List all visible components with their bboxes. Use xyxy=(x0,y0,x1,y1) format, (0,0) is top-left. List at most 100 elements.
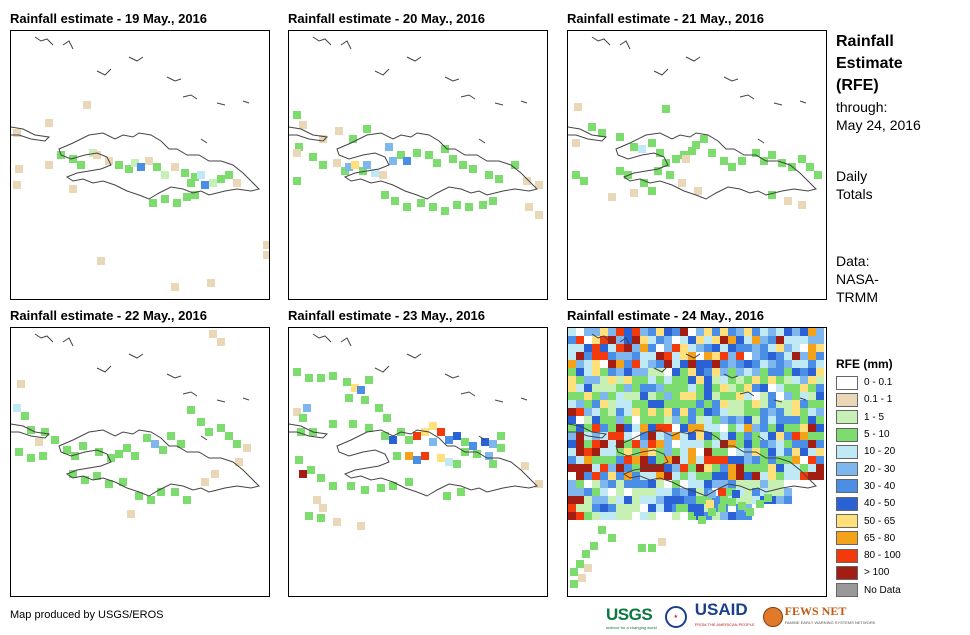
rainfall-cell xyxy=(648,328,656,336)
daily-totals-line: Daily xyxy=(836,168,868,184)
rainfall-cell xyxy=(760,448,768,456)
through-date: through: May 24, 2016 xyxy=(836,98,921,134)
coastline xyxy=(374,365,390,373)
rainfall-cell xyxy=(752,464,760,472)
rainfall-cell xyxy=(776,472,784,480)
rainfall-cell xyxy=(343,378,351,386)
rainfall-cell xyxy=(680,400,688,408)
rainfall-cell xyxy=(808,392,816,400)
rainfall-cell xyxy=(425,151,433,159)
rainfall-cell xyxy=(600,424,608,432)
rainfall-cell xyxy=(728,472,736,480)
rainfall-cell xyxy=(792,456,800,464)
rainfall-cell xyxy=(808,352,816,360)
rainfall-cell xyxy=(349,420,357,428)
rainfall-cell xyxy=(816,448,824,456)
rainfall-cell xyxy=(792,376,800,384)
rainfall-map-21-may xyxy=(568,36,822,209)
rainfall-cell xyxy=(712,456,720,464)
rainfall-cell xyxy=(760,352,768,360)
rainfall-cell xyxy=(680,368,688,376)
rainfall-cell xyxy=(453,432,461,440)
rainfall-cell xyxy=(792,328,800,336)
rainfall-cell xyxy=(720,512,728,520)
rainfall-cell xyxy=(752,472,760,480)
rainfall-cell xyxy=(752,384,760,392)
rainfall-cell xyxy=(720,376,728,384)
coastline xyxy=(478,138,486,144)
rainfall-cell xyxy=(319,161,327,169)
rainfall-cell xyxy=(680,432,688,440)
rainfall-cell xyxy=(728,344,736,352)
rainfall-cell xyxy=(680,344,688,352)
rainfall-cell xyxy=(712,440,720,448)
legend-item: 20 - 30 xyxy=(836,460,901,477)
legend-item: > 100 xyxy=(836,564,901,581)
rainfall-cell xyxy=(293,111,301,119)
rainfall-cell xyxy=(792,472,800,480)
rainfall-cell xyxy=(648,416,656,424)
rainfall-cell xyxy=(69,470,77,478)
rainfall-cell xyxy=(768,424,776,432)
rainfall-cell xyxy=(760,456,768,464)
rainfall-cell xyxy=(768,352,776,360)
rainfall-cell xyxy=(688,392,696,400)
rainfall-cell xyxy=(752,344,760,352)
rainfall-cell xyxy=(768,488,776,496)
rainfall-cell xyxy=(225,432,233,440)
rainfall-cell xyxy=(712,448,720,456)
rainfall-cell xyxy=(624,432,632,440)
rainfall-cell xyxy=(592,400,600,408)
rainfall-cell xyxy=(648,488,656,496)
rainfall-cell xyxy=(377,484,385,492)
rainfall-cell xyxy=(704,344,712,352)
rainfall-cell xyxy=(568,336,576,344)
panel-title-21-may: Rainfall estimate - 21 May., 2016 xyxy=(567,11,765,26)
rainfall-cell xyxy=(808,336,816,344)
rainfall-cell xyxy=(640,408,648,416)
rainfall-cell xyxy=(728,336,736,344)
rainfall-cell xyxy=(696,408,704,416)
rainfall-cell xyxy=(698,516,706,524)
rainfall-cell xyxy=(584,440,592,448)
rainfall-cell xyxy=(800,440,808,448)
rainfall-cell xyxy=(800,448,808,456)
rainfall-cell xyxy=(704,328,712,336)
rainfall-cell xyxy=(752,368,760,376)
rainfall-cell xyxy=(305,512,313,520)
rainfall-cell xyxy=(760,472,768,480)
rainfall-cell xyxy=(303,404,311,412)
rainfall-cell xyxy=(712,368,720,376)
rainfall-cell xyxy=(624,448,632,456)
coastline xyxy=(166,76,182,82)
rainfall-cell xyxy=(736,408,744,416)
usgs-tagline: science for a changing world xyxy=(606,624,657,630)
rainfall-cell xyxy=(776,488,784,496)
rainfall-cell xyxy=(808,360,816,368)
rainfall-cell xyxy=(664,440,672,448)
rainfall-cell xyxy=(317,474,325,482)
rainfall-cell xyxy=(578,574,586,582)
rainfall-cell xyxy=(720,416,728,424)
legend-label: 1 - 5 xyxy=(864,411,885,423)
coastline xyxy=(200,138,208,144)
rainfall-cell xyxy=(584,564,592,572)
rainfall-cell xyxy=(145,157,153,165)
rainfall-cell xyxy=(608,384,616,392)
rainfall-cell xyxy=(808,344,816,352)
rainfall-cell xyxy=(363,125,371,133)
rainfall-cell xyxy=(305,374,313,382)
rainfall-cell xyxy=(692,141,700,149)
rainfall-cell xyxy=(640,496,648,504)
rainfall-cell xyxy=(45,119,53,127)
rainfall-cell xyxy=(736,512,744,520)
coastline xyxy=(11,423,51,439)
rainfall-cell xyxy=(83,101,91,109)
rainfall-cell xyxy=(728,432,736,440)
rainfall-cell xyxy=(736,368,744,376)
rainfall-cell xyxy=(808,408,816,416)
rainfall-cell xyxy=(680,376,688,384)
rainfall-cell xyxy=(584,392,592,400)
rainfall-cell xyxy=(744,456,752,464)
rainfall-cell xyxy=(662,159,670,167)
